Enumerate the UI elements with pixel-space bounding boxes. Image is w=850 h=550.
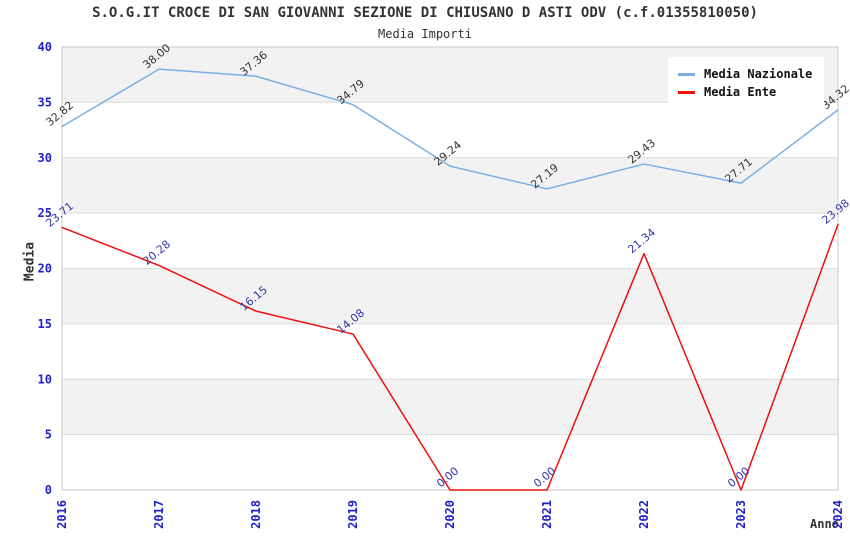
- series-line-media-ente: [61, 223, 839, 491]
- plot-band: [62, 379, 838, 435]
- y-tick-label: 30: [38, 151, 52, 165]
- value-label: 0.00: [531, 464, 558, 490]
- legend: Media Nazionale Media Ente: [668, 57, 825, 109]
- value-label: 21.34: [626, 226, 658, 256]
- x-tick-label: 2022: [637, 500, 651, 529]
- x-tick-label: 2019: [346, 500, 360, 529]
- y-tick-label: 10: [38, 372, 52, 386]
- legend-marker-icon: [678, 90, 695, 94]
- y-tick-label: 15: [38, 317, 52, 331]
- plot-band: [62, 268, 838, 324]
- x-axis-title: Anno: [810, 517, 839, 531]
- y-tick-label: 40: [38, 40, 52, 54]
- y-tick-label: 25: [38, 206, 52, 220]
- legend-label: Media Ente: [704, 85, 777, 99]
- x-tick-label: 2021: [540, 500, 554, 529]
- chart-subtitle: Media Importi: [378, 27, 472, 41]
- legend-item: Media Nazionale: [678, 65, 812, 83]
- chart-title: S.O.G.IT CROCE DI SAN GIOVANNI SEZIONE D…: [92, 5, 758, 21]
- legend-item: Media Ente: [678, 83, 812, 101]
- x-tick-label: 2023: [734, 500, 748, 529]
- y-tick-label: 20: [38, 262, 52, 276]
- x-tick-label: 2024: [831, 500, 845, 529]
- series-line-media-nazionale: [61, 68, 839, 190]
- legend-marker-icon: [678, 72, 695, 76]
- y-tick-label: 35: [38, 95, 52, 109]
- x-tick-label: 2020: [443, 500, 457, 529]
- value-label: 20.28: [141, 238, 173, 268]
- x-tick-label: 2018: [249, 500, 263, 529]
- plot-band: [62, 157, 838, 214]
- y-tick-label: 5: [45, 428, 52, 442]
- x-tick-label: 2017: [152, 500, 166, 529]
- y-tick-label: 0: [45, 483, 52, 497]
- legend-label: Media Nazionale: [704, 67, 813, 81]
- x-tick-label: 2016: [55, 500, 69, 529]
